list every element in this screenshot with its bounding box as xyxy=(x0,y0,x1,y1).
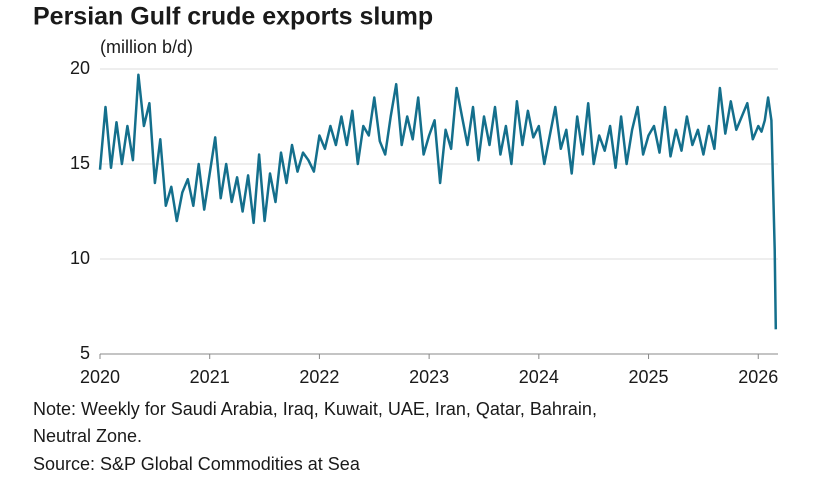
x-tick-label: 2020 xyxy=(80,367,120,387)
source: Source: S&P Global Commodities at Sea xyxy=(33,454,361,474)
data-line xyxy=(98,73,778,330)
y-tick-label: 10 xyxy=(70,248,90,268)
x-tick-label: 2022 xyxy=(299,367,339,387)
x-tick-label: 2023 xyxy=(409,367,449,387)
chart-title: Persian Gulf crude exports slump xyxy=(33,3,433,31)
x-tick-label: 2025 xyxy=(629,367,669,387)
x-tick-label: 2021 xyxy=(190,367,230,387)
note: Neutral Zone. xyxy=(33,426,142,446)
x-tick-label: 2024 xyxy=(519,367,559,387)
x-tick-label: 2026 xyxy=(738,367,778,387)
y-tick-label: 15 xyxy=(70,153,90,173)
y-tick-label: 20 xyxy=(70,58,90,78)
note: Note: Weekly for Saudi Arabia, Iraq, Kuw… xyxy=(33,399,597,419)
y-tick-label: 5 xyxy=(80,343,90,363)
y-axis-label: (million b/d) xyxy=(100,37,193,57)
